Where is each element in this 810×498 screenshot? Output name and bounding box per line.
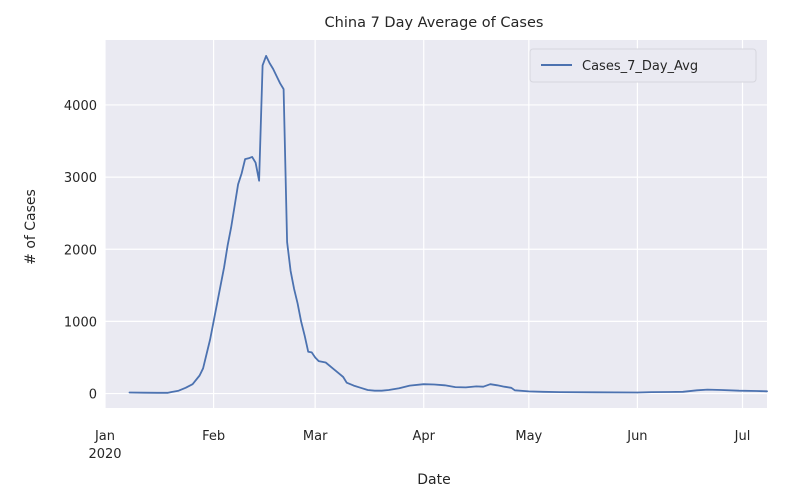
- y-tick-label: 4000: [64, 99, 97, 114]
- y-tick-labels: 0 1000 2000 3000 4000: [64, 99, 97, 403]
- x-tick-sublabel: 2020: [88, 447, 121, 462]
- x-axis-label: Date: [417, 472, 450, 488]
- y-axis-label: # of Cases: [23, 189, 39, 265]
- legend-label: Cases_7_Day_Avg: [582, 59, 698, 74]
- x-tick-labels: Jan 2020 Feb Mar Apr May Jun Jul: [88, 429, 750, 462]
- legend-box: [529, 48, 757, 83]
- x-tick-label: Apr: [412, 429, 435, 444]
- series-layer: [128, 55, 768, 394]
- legend: Cases_7_Day_Avg: [529, 48, 757, 83]
- y-tick-label: 2000: [64, 243, 97, 258]
- x-tick-label: May: [515, 429, 542, 444]
- x-tick-label: Mar: [303, 429, 328, 444]
- plot-area: [105, 40, 767, 408]
- x-tick-label: Jan: [94, 429, 115, 444]
- y-tick-label: 1000: [64, 315, 97, 330]
- series-line: [128, 55, 768, 394]
- x-tick-label: Jun: [626, 429, 647, 444]
- chart-title: China 7 Day Average of Cases: [325, 15, 544, 31]
- grid: [104, 40, 767, 408]
- x-tick-label: Feb: [202, 429, 225, 444]
- y-tick-label: 3000: [64, 171, 97, 186]
- x-tick-label: Jul: [734, 429, 751, 444]
- y-tick-label: 0: [89, 388, 97, 403]
